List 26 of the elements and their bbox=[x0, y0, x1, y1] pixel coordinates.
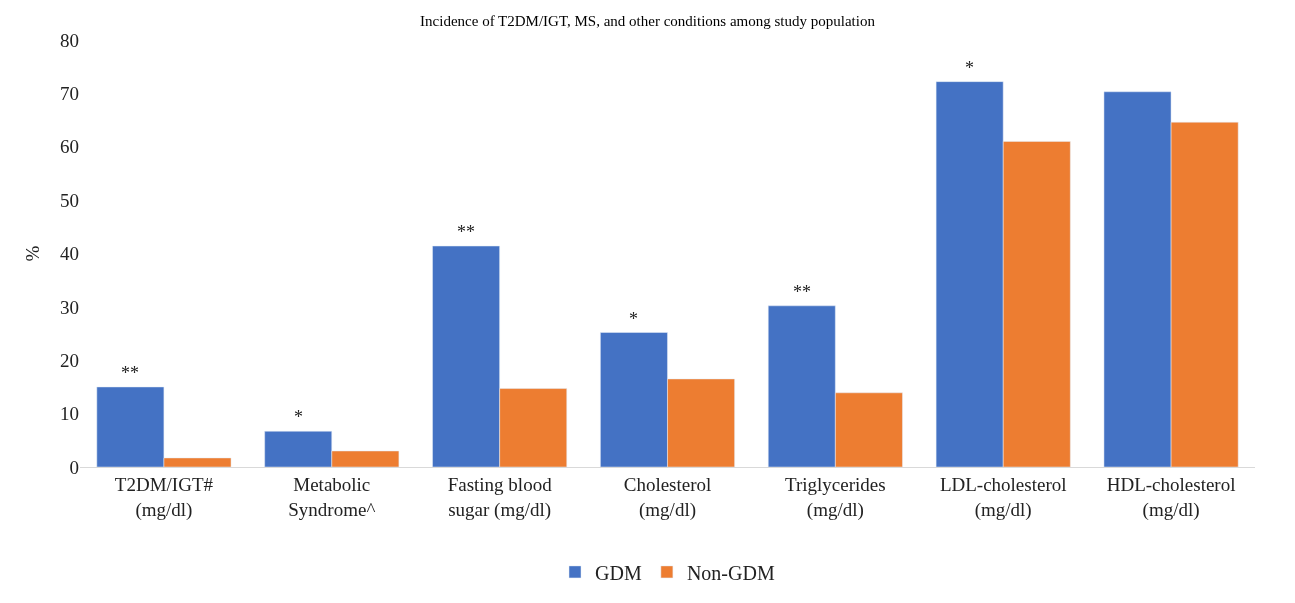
annotation: * bbox=[965, 58, 974, 78]
annotation: * bbox=[294, 407, 303, 427]
y-tick-label: 0 bbox=[69, 456, 79, 478]
x-tick-label: Cholesterol (mg/dl) bbox=[623, 473, 712, 521]
legend-label: GDM bbox=[595, 561, 642, 584]
annotation: ** bbox=[457, 222, 475, 242]
annotation: ** bbox=[121, 363, 139, 383]
x-tick-label: T2DM/IGT# (mg/dl) bbox=[114, 473, 214, 521]
chart-title: Incidence of T2DM/IGT, MS, and other conditions among study population bbox=[420, 12, 876, 29]
annotation: * bbox=[629, 309, 638, 329]
y-tick-label: 30 bbox=[60, 296, 79, 318]
y-tick-label: 40 bbox=[60, 243, 79, 265]
x-tick-label: Triglycerides (mg/dl) bbox=[785, 473, 886, 521]
x-tick-label: Metabolic Syndrome^ bbox=[288, 473, 376, 520]
y-tick-label: 10 bbox=[60, 403, 79, 425]
x-tick-label: LDL-cholesterol (mg/dl) bbox=[939, 473, 1067, 521]
legend-label: Non-GDM bbox=[686, 561, 775, 584]
y-tick-label: 20 bbox=[60, 349, 79, 371]
x-tick-label: Fasting blood sugar (mg/dl) bbox=[447, 473, 553, 521]
y-tick-label: 80 bbox=[60, 29, 79, 51]
y-tick-label: 60 bbox=[60, 136, 79, 158]
y-axis-title: % bbox=[21, 245, 43, 262]
y-tick-label: 50 bbox=[60, 189, 79, 211]
y-tick-label: 70 bbox=[60, 83, 79, 105]
annotation: ** bbox=[793, 282, 811, 302]
x-tick-label: HDL-cholesterol (mg/dl) bbox=[1106, 473, 1236, 521]
